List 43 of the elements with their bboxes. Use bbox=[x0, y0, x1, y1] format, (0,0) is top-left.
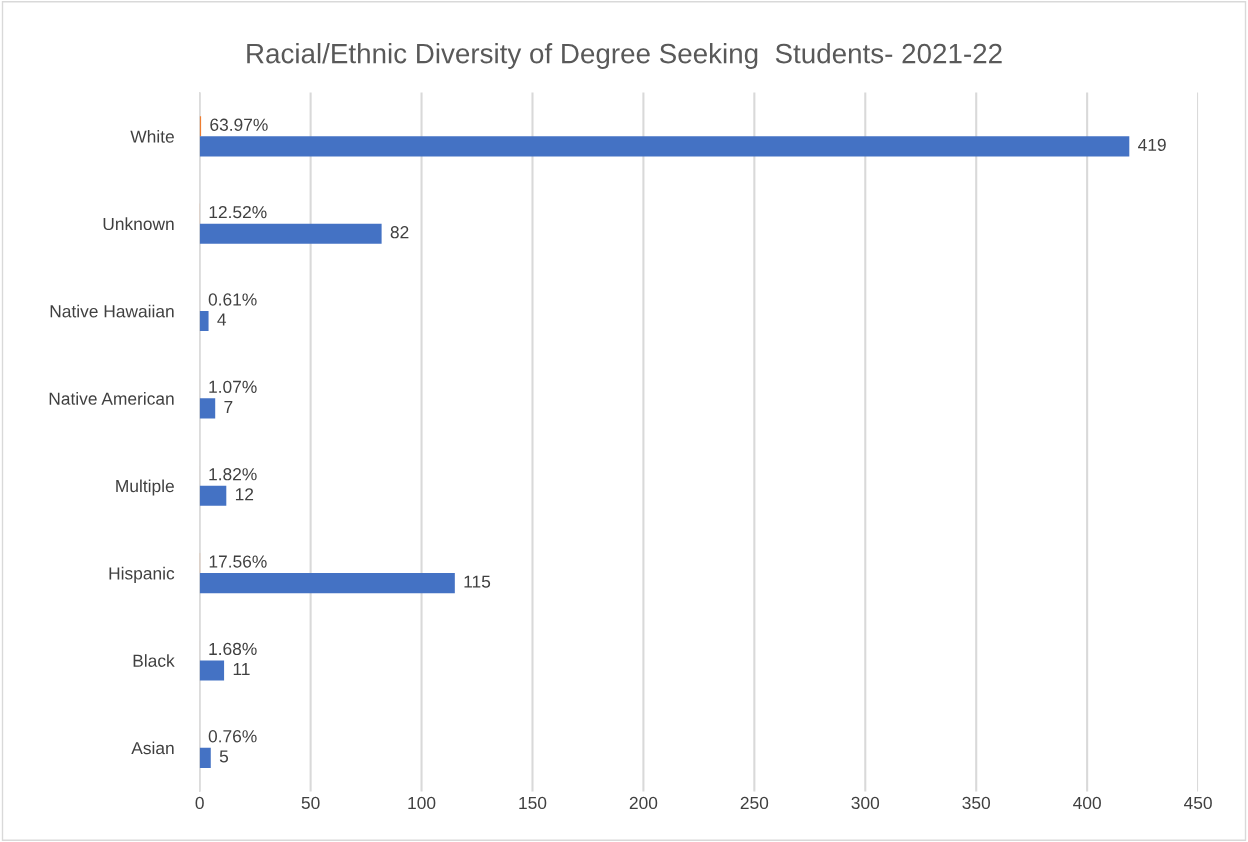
x-tick-label: 350 bbox=[962, 796, 991, 810]
x-tick-label: 200 bbox=[629, 796, 658, 810]
x-tick-label: 250 bbox=[740, 796, 769, 810]
bar bbox=[199, 223, 382, 244]
data-label: 5 bbox=[219, 750, 229, 763]
data-label: 1.82% bbox=[209, 468, 257, 481]
x-tick-label: 0 bbox=[195, 796, 204, 810]
bar bbox=[199, 398, 216, 419]
data-label: 12.52% bbox=[209, 205, 267, 219]
data-label: 4 bbox=[217, 313, 227, 326]
y-tick-label: Unknown bbox=[103, 217, 174, 231]
chart-title: Racial/Ethnic Diversity of Degree Seeking Students- 2021-22 bbox=[247, 43, 1002, 69]
x-tick-label: 450 bbox=[1184, 796, 1212, 810]
data-label: 1.07% bbox=[209, 380, 257, 393]
data-label: 419 bbox=[1138, 138, 1166, 152]
data-label: 115 bbox=[464, 575, 491, 588]
data-label: 0.61% bbox=[208, 293, 257, 306]
bar bbox=[199, 660, 225, 681]
x-tick-label: 150 bbox=[519, 796, 547, 810]
data-label: 7 bbox=[224, 400, 233, 413]
y-tick-label: Asian bbox=[131, 741, 174, 755]
y-tick-label: Black bbox=[133, 654, 175, 667]
data-label: 63.97% bbox=[210, 118, 268, 131]
y-tick-label: White bbox=[130, 130, 174, 143]
y-tick-label: Multiple bbox=[116, 479, 174, 496]
x-tick-label: 300 bbox=[851, 796, 880, 810]
bar bbox=[199, 136, 1130, 157]
y-tick-label: Native Hawaiian bbox=[50, 304, 174, 318]
y-tick-label: Hispanic bbox=[109, 566, 175, 583]
data-label: 17.56% bbox=[209, 555, 267, 568]
x-tick-label: 400 bbox=[1073, 796, 1101, 810]
data-label: 82 bbox=[390, 226, 409, 239]
bar bbox=[199, 747, 211, 768]
data-label: 0.76% bbox=[208, 730, 257, 743]
bar bbox=[199, 573, 455, 594]
data-label: 1.68% bbox=[209, 642, 257, 656]
x-tick-label: 100 bbox=[408, 796, 436, 810]
data-label: 12 bbox=[235, 488, 254, 501]
y-tick-label: Native American bbox=[49, 392, 174, 405]
x-tick-label: 50 bbox=[301, 796, 320, 810]
data-label: 11 bbox=[233, 663, 250, 675]
bar bbox=[199, 485, 227, 506]
bar bbox=[199, 311, 209, 332]
